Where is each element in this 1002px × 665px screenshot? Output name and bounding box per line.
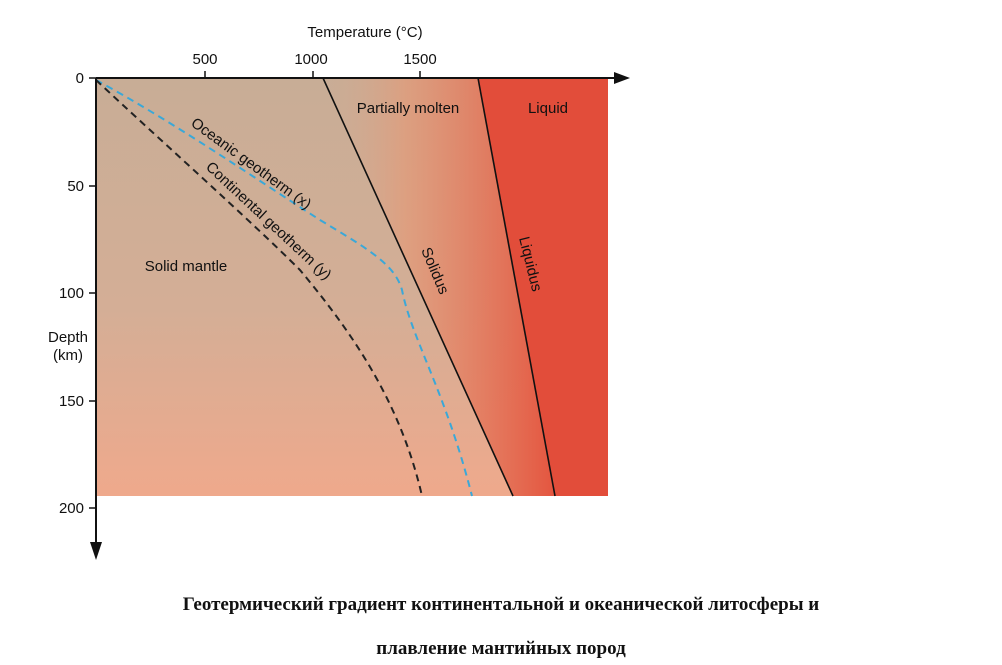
solid-mantle-label: Solid mantle xyxy=(145,258,228,275)
oceanic-geotherm-line xyxy=(95,79,473,497)
partially-molten-label: Partially molten xyxy=(357,100,460,117)
y-tick-label-100: 100 xyxy=(59,285,84,302)
y-axis-label-line1: Depth xyxy=(48,329,88,346)
solidus-line xyxy=(322,77,514,497)
y-axis-arrow xyxy=(90,542,102,560)
x-axis-arrow xyxy=(614,72,630,84)
liquid-region xyxy=(478,78,608,496)
x-tick-label-1500: 1500 xyxy=(403,51,436,68)
x-tick-label-1000: 1000 xyxy=(294,51,327,68)
x-tick-label-500: 500 xyxy=(192,51,217,68)
y-tick-label-200: 200 xyxy=(59,500,84,517)
caption-line-1: Геотермический градиент континентальной … xyxy=(182,594,820,615)
continental-geotherm-line xyxy=(95,79,423,497)
x-axis-label: Temperature (°C) xyxy=(307,24,422,41)
liquid-label: Liquid xyxy=(528,100,568,117)
y-axis-label-line2: (km) xyxy=(53,347,83,364)
y-tick-label-0: 0 xyxy=(76,70,84,87)
caption-line-2: плавление мантийных пород xyxy=(376,638,626,659)
y-tick-label-150: 150 xyxy=(59,393,84,410)
liquidus-line xyxy=(477,77,556,497)
y-tick-label-50: 50 xyxy=(67,178,84,195)
